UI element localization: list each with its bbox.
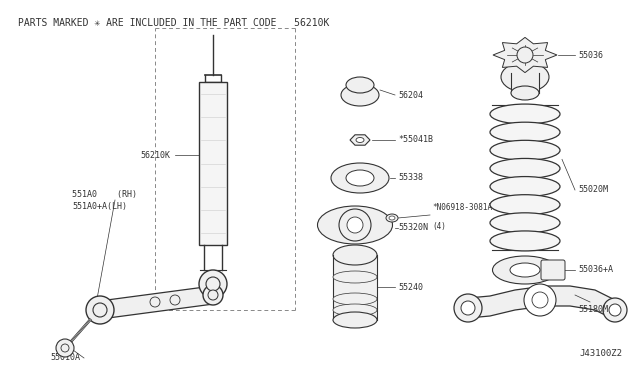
Ellipse shape bbox=[511, 86, 539, 100]
Text: 55180M: 55180M bbox=[578, 305, 608, 314]
Circle shape bbox=[203, 285, 223, 305]
Text: 551A0    (RH): 551A0 (RH) bbox=[72, 190, 137, 199]
Circle shape bbox=[93, 303, 107, 317]
Circle shape bbox=[56, 339, 74, 357]
Text: 551A0+A(LH): 551A0+A(LH) bbox=[72, 202, 127, 211]
Ellipse shape bbox=[317, 206, 392, 244]
FancyBboxPatch shape bbox=[541, 260, 565, 280]
Ellipse shape bbox=[490, 231, 560, 251]
Ellipse shape bbox=[333, 245, 377, 265]
Polygon shape bbox=[350, 135, 370, 145]
Text: *N06918-3081A: *N06918-3081A bbox=[432, 203, 492, 212]
Ellipse shape bbox=[490, 158, 560, 179]
Ellipse shape bbox=[346, 170, 374, 186]
Circle shape bbox=[609, 304, 621, 316]
Text: 55320N: 55320N bbox=[398, 224, 428, 232]
Polygon shape bbox=[468, 286, 615, 320]
Circle shape bbox=[61, 344, 69, 352]
Ellipse shape bbox=[333, 312, 377, 328]
Circle shape bbox=[150, 297, 160, 307]
Polygon shape bbox=[99, 286, 214, 319]
Bar bbox=[199, 82, 227, 245]
Text: 55338: 55338 bbox=[398, 173, 423, 183]
Circle shape bbox=[86, 296, 114, 324]
Ellipse shape bbox=[333, 271, 377, 283]
Ellipse shape bbox=[346, 77, 374, 93]
Ellipse shape bbox=[490, 122, 560, 142]
Text: 55036: 55036 bbox=[578, 51, 603, 60]
Polygon shape bbox=[333, 255, 377, 320]
Text: 55020M: 55020M bbox=[578, 186, 608, 195]
Ellipse shape bbox=[490, 213, 560, 233]
Circle shape bbox=[199, 270, 227, 298]
Ellipse shape bbox=[331, 163, 389, 193]
Polygon shape bbox=[511, 73, 539, 93]
Circle shape bbox=[524, 284, 556, 316]
Text: PARTS MARKED ✳ ARE INCLUDED IN THE PART CODE   56210K: PARTS MARKED ✳ ARE INCLUDED IN THE PART … bbox=[18, 18, 330, 28]
Circle shape bbox=[347, 217, 363, 233]
Circle shape bbox=[603, 298, 627, 322]
Circle shape bbox=[339, 209, 371, 241]
Circle shape bbox=[208, 290, 218, 300]
Text: 55240: 55240 bbox=[398, 282, 423, 292]
Ellipse shape bbox=[510, 263, 540, 277]
Ellipse shape bbox=[333, 293, 377, 305]
Ellipse shape bbox=[356, 138, 364, 142]
Ellipse shape bbox=[490, 104, 560, 124]
Text: J43100Z2: J43100Z2 bbox=[579, 349, 622, 358]
Circle shape bbox=[532, 292, 548, 308]
Circle shape bbox=[454, 294, 482, 322]
Text: (4): (4) bbox=[432, 222, 446, 231]
Polygon shape bbox=[493, 38, 557, 73]
Text: 56210K: 56210K bbox=[140, 151, 170, 160]
Text: 56204: 56204 bbox=[398, 90, 423, 99]
Ellipse shape bbox=[389, 216, 395, 220]
Ellipse shape bbox=[333, 304, 377, 316]
Text: 55010A: 55010A bbox=[50, 353, 80, 362]
Circle shape bbox=[206, 277, 220, 291]
Ellipse shape bbox=[490, 195, 560, 215]
Ellipse shape bbox=[386, 214, 398, 222]
Ellipse shape bbox=[493, 256, 557, 284]
Text: *55041B: *55041B bbox=[398, 135, 433, 144]
Text: 55036+A: 55036+A bbox=[578, 266, 613, 275]
Circle shape bbox=[170, 295, 180, 305]
Ellipse shape bbox=[341, 84, 379, 106]
Circle shape bbox=[517, 47, 533, 63]
Ellipse shape bbox=[490, 140, 560, 160]
Ellipse shape bbox=[501, 62, 549, 92]
Ellipse shape bbox=[490, 177, 560, 196]
Circle shape bbox=[461, 301, 475, 315]
